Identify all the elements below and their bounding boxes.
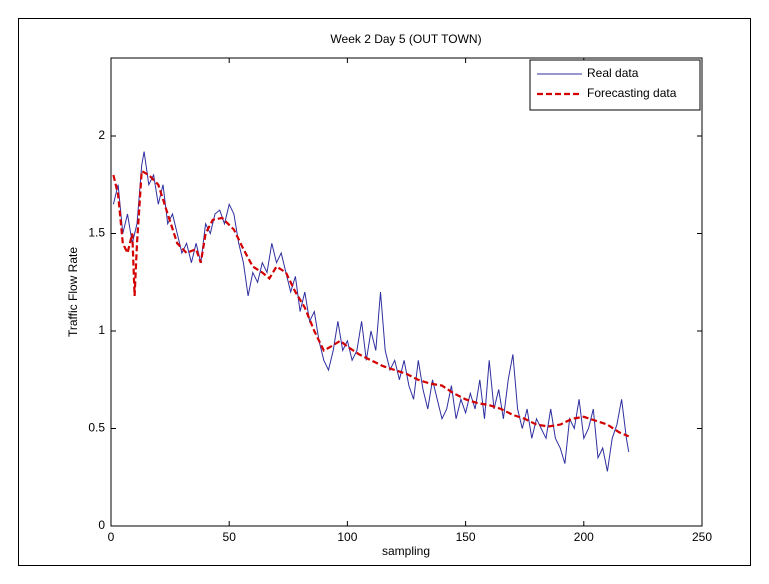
legend-label: Forecasting data	[587, 86, 677, 100]
y-tick-label: 2	[98, 128, 105, 142]
x-tick-label: 250	[692, 530, 712, 544]
series-line	[112, 151, 630, 472]
figure-frame	[18, 18, 751, 566]
x-tick-label: 50	[223, 530, 237, 544]
y-tick-label: 1.5	[88, 226, 105, 240]
y-tick-label: 0	[98, 518, 105, 532]
x-tick-label: 0	[108, 530, 115, 544]
x-tick-label: 200	[574, 530, 594, 544]
y-tick-label: 0.5	[88, 421, 105, 435]
x-tick-label: 100	[337, 530, 357, 544]
x-tick-label: 150	[456, 530, 476, 544]
x-axis-label: sampling	[382, 544, 430, 558]
legend-box	[529, 59, 701, 111]
chart-title: Week 2 Day 5 (OUT TOWN)	[330, 32, 481, 46]
series-line	[112, 169, 630, 438]
y-axis-label: Traffic Flow Rate	[66, 247, 80, 337]
plot-area	[110, 57, 703, 527]
legend-label: Real data	[587, 66, 639, 80]
y-tick-label: 1	[98, 323, 105, 337]
